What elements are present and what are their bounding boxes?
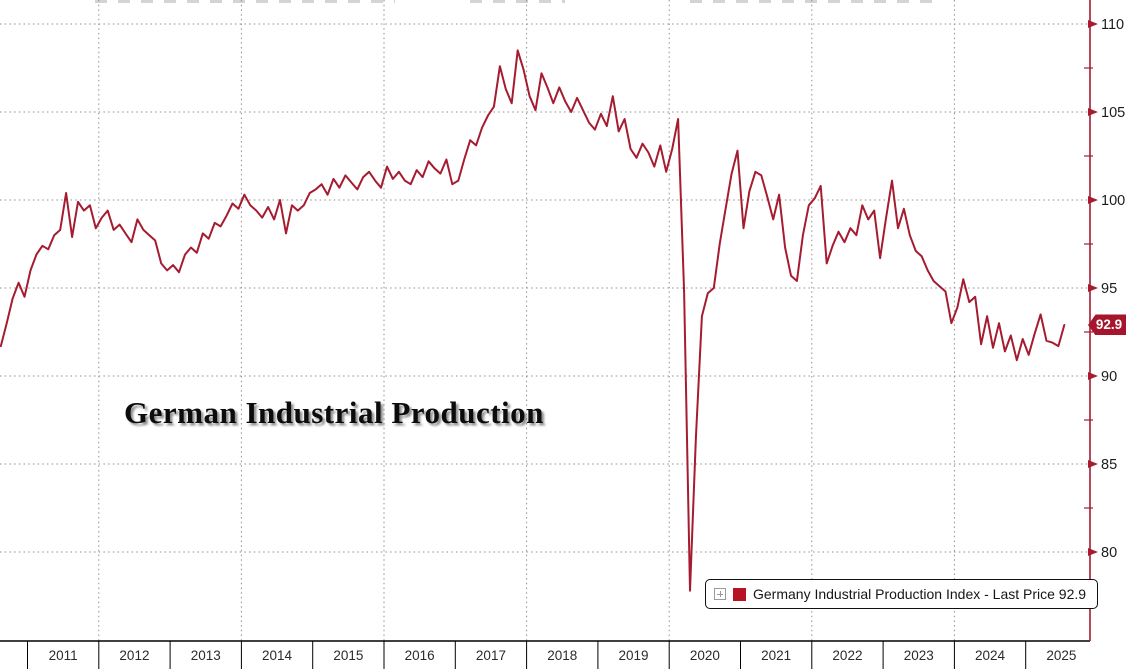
x-axis-label: 2022 [832, 648, 862, 663]
top-crop-artifact [470, 0, 565, 3]
x-axis-label: 2020 [690, 648, 720, 663]
x-axis-label: 2023 [904, 648, 934, 663]
y-axis-tick-arrow-icon [1088, 20, 1098, 28]
x-axis-label: 2015 [333, 648, 363, 663]
x-axis-label: 2017 [476, 648, 506, 663]
x-axis-label: 2025 [1046, 648, 1076, 663]
y-axis-tick-arrow-icon [1088, 196, 1098, 204]
x-axis-label: 2011 [49, 648, 78, 663]
x-axis-label: 2019 [619, 648, 649, 663]
top-crop-artifact [690, 0, 935, 3]
x-axis-label: 2024 [975, 648, 1006, 663]
x-axis-label: 2014 [262, 648, 293, 663]
last-price-badge: 92.9 [1088, 314, 1126, 336]
y-axis-label: 90 [1101, 369, 1117, 385]
y-axis-tick-arrow-icon [1088, 108, 1098, 116]
price-line [0, 49, 1066, 592]
y-axis-tick-arrow-icon [1088, 460, 1098, 468]
chart-title: German Industrial Production [124, 395, 544, 430]
y-axis-label: 105 [1101, 105, 1125, 121]
gridlines [0, 0, 1090, 641]
y-axis-tick-arrow-icon [1088, 372, 1098, 380]
series-line [0, 49, 1066, 592]
y-axis-label: 110 [1101, 17, 1124, 33]
x-axis-label: 2013 [191, 648, 221, 663]
y-axis-label: 85 [1101, 457, 1117, 473]
y-axis-label: 95 [1101, 281, 1117, 297]
legend-series-swatch-icon [733, 587, 746, 601]
legend[interactable]: Germany Industrial Production Index - La… [705, 579, 1099, 609]
legend-expand-plus-box-icon[interactable] [714, 588, 726, 600]
y-axis-tick-arrow-icon [1088, 548, 1098, 556]
legend-label: Germany Industrial Production Index - La… [753, 586, 1087, 602]
x-axis-label: 2021 [761, 648, 791, 663]
x-axis-label: 2012 [119, 648, 149, 663]
y-axis-tick-arrow-icon [1088, 284, 1098, 292]
y-axis-label: 80 [1101, 545, 1117, 561]
x-axis-label: 2016 [405, 648, 435, 663]
x-axis-label: 2018 [547, 648, 577, 663]
top-crop-artifact [95, 0, 395, 3]
y-axis-label: 100 [1101, 193, 1125, 209]
